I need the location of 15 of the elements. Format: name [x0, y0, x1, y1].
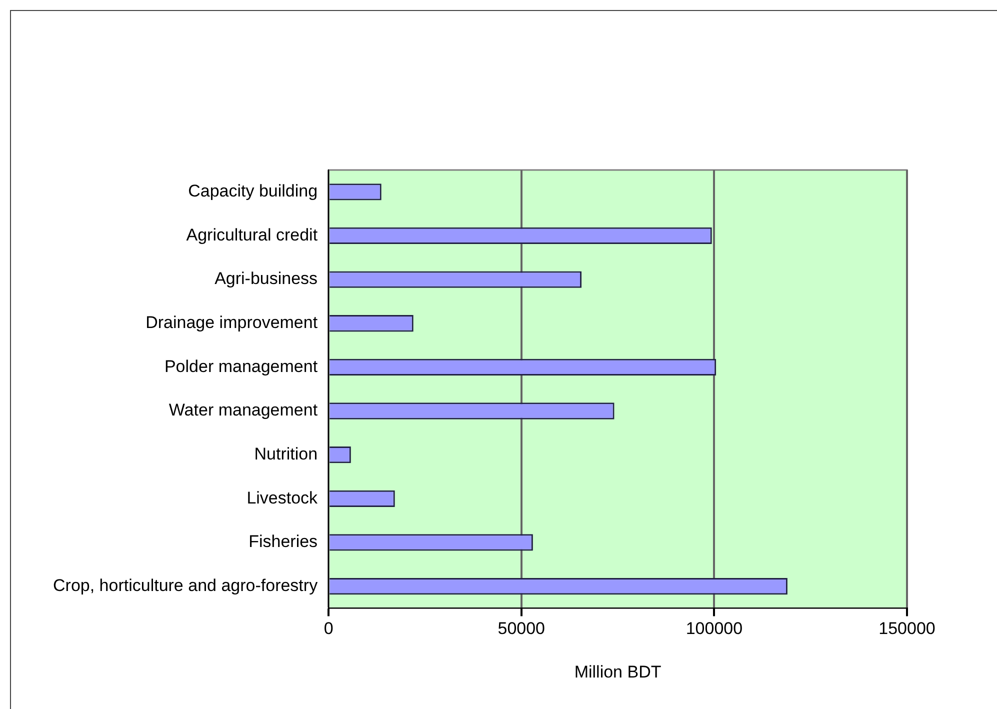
y-tick-label: Nutrition [254, 444, 318, 464]
x-axis-title: Million BDT [574, 662, 662, 682]
y-tick-label: Capacity building [188, 182, 318, 201]
x-tick-label: 100000 [686, 619, 743, 638]
x-tick-label: 0 [324, 619, 334, 638]
x-tick-label: 50000 [498, 619, 546, 638]
y-tick-label: Livestock [246, 488, 318, 508]
y-tick-label: Drainage improvement [146, 313, 318, 332]
y-tick-label: Polder management [164, 356, 318, 376]
y-tick-label: Water management [168, 400, 318, 420]
y-tick-label: Fisheries [248, 532, 318, 552]
y-tick-label: Crop, horticulture and agro-forestry [53, 576, 318, 595]
x-tick-label: 150000 [878, 619, 936, 638]
y-tick-label: Agri-business [214, 269, 318, 288]
y-tick-label: Agricultural credit [186, 225, 318, 244]
